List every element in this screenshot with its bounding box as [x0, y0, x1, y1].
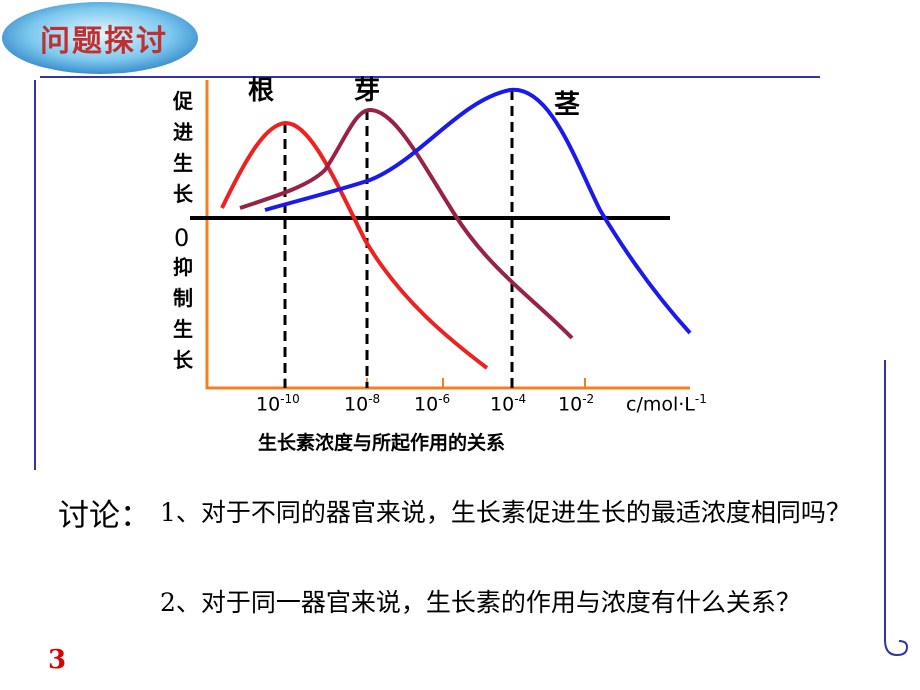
title: 问题探讨: [40, 24, 168, 59]
tick-exp: -4: [514, 392, 527, 406]
right-curl: [884, 639, 909, 657]
page-number: 3: [48, 645, 67, 675]
title-banner: [2, 2, 198, 74]
x-tick-label: 10-8: [344, 392, 380, 415]
tick-base: 10: [414, 393, 439, 416]
tick-base: 10: [558, 393, 583, 416]
tick-base: 10: [344, 393, 369, 416]
x-tick-label: 10-4: [490, 392, 526, 415]
optimum-lines: [283, 90, 514, 388]
curve-label: 芽: [354, 76, 381, 106]
x-unit-exp: -1: [694, 392, 707, 406]
x-unit-text: c/mol·L: [626, 393, 695, 416]
x-tick-label: 10-6: [414, 392, 450, 415]
question: 1、对于不同的器官来说，生长素促进生长的最适浓度相同吗？: [160, 498, 851, 527]
y-label-inhibit: 抑制生长: [173, 255, 193, 372]
tick-base: 10: [256, 393, 281, 416]
tick-base: 10: [490, 393, 515, 416]
root-curve: [220, 120, 489, 370]
bud-curve: [239, 107, 574, 340]
figure-caption: 生长素浓度与所起作用的关系: [258, 432, 506, 454]
stem-curve: [264, 87, 692, 335]
tick-exp: -10: [280, 392, 300, 406]
tick-exp: -2: [582, 392, 595, 406]
y-zero: 0: [174, 224, 190, 252]
question: 2、对于同一器官来说，生长素的作用与浓度有什么关系？: [160, 588, 801, 617]
tick-exp: -8: [368, 392, 381, 406]
x-tick-label: 10-2: [558, 392, 594, 415]
curve-label: 根: [248, 76, 275, 106]
curve-label: 茎: [554, 90, 581, 120]
tick-exp: -6: [438, 392, 451, 406]
x-unit: c/mol·L-1: [626, 392, 707, 415]
x-tick-label: 10-10: [256, 392, 300, 415]
y-label-promote: 促进生长: [173, 89, 193, 206]
discussion-label: 讨论：: [58, 498, 151, 534]
